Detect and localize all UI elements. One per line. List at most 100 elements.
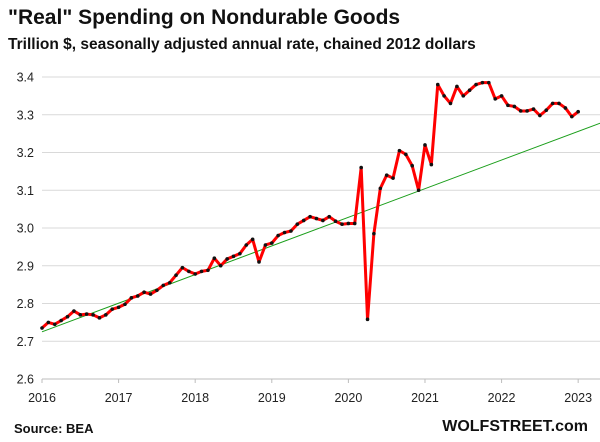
data-point <box>218 263 223 268</box>
data-point <box>512 104 517 109</box>
data-point <box>570 114 574 119</box>
data-point <box>250 237 255 242</box>
x-tick-label: 2017 <box>105 391 133 405</box>
data-point <box>46 320 51 325</box>
chart-subtitle: Trillion $, seasonally adjusted annual r… <box>8 36 476 53</box>
data-point <box>461 94 466 98</box>
y-tick-label: 3.4 <box>17 71 34 85</box>
data-point <box>499 94 504 98</box>
data-point <box>493 97 498 101</box>
data-point <box>282 230 287 235</box>
data-point <box>199 269 204 274</box>
data-point <box>135 294 140 298</box>
brand-label: WOLFSTREET.com <box>442 418 588 435</box>
data-point <box>455 84 459 89</box>
data-point <box>531 107 536 111</box>
y-tick-label: 3.3 <box>17 108 34 122</box>
data-point <box>391 176 395 180</box>
y-tick-label: 2.7 <box>17 335 34 349</box>
data-point <box>333 219 338 224</box>
data-point <box>84 312 89 316</box>
data-point <box>289 229 293 233</box>
data-point <box>435 82 440 87</box>
data-point <box>397 148 402 153</box>
data-point <box>365 317 370 322</box>
data-point <box>104 313 108 317</box>
data-point <box>550 101 555 106</box>
data-point <box>78 313 83 317</box>
data-point <box>308 214 312 219</box>
data-point <box>238 251 242 256</box>
source-label: Source: BEA <box>14 421 94 436</box>
data-point <box>378 186 383 191</box>
data-point <box>116 305 121 310</box>
data-point <box>576 109 580 114</box>
data-point <box>97 316 102 320</box>
x-tick-label: 2016 <box>28 391 56 405</box>
x-tick-label: 2022 <box>488 391 516 405</box>
data-point <box>206 268 210 273</box>
data-point <box>467 88 472 93</box>
data-point <box>263 243 268 247</box>
data-point <box>212 256 217 261</box>
data-point <box>52 322 57 327</box>
data-point <box>557 101 561 106</box>
x-tick-label: 2018 <box>181 391 209 405</box>
data-point <box>448 101 453 106</box>
data-point <box>486 80 491 85</box>
data-point <box>295 222 300 227</box>
data-point <box>410 163 414 168</box>
data-point <box>314 216 319 221</box>
data-point <box>301 218 306 223</box>
data-point <box>123 302 127 307</box>
data-point <box>161 283 166 288</box>
data-point <box>65 314 70 319</box>
data-point <box>525 109 529 113</box>
data-point <box>142 290 146 294</box>
data-point <box>187 269 191 274</box>
data-point <box>321 218 325 223</box>
data-point <box>180 265 185 270</box>
data-point <box>59 318 63 323</box>
data-point <box>155 288 159 293</box>
chart-title: "Real" Spending on Nondurable Goods <box>8 6 401 29</box>
x-tick-label: 2019 <box>258 391 286 405</box>
data-point <box>404 152 408 157</box>
data-point <box>276 233 280 238</box>
data-point <box>416 188 421 193</box>
data-point <box>174 273 178 277</box>
data-point <box>480 80 485 85</box>
data-point <box>327 214 332 219</box>
data-point <box>429 162 434 167</box>
data-point <box>442 94 446 98</box>
data-point <box>225 257 229 261</box>
data-point <box>372 231 376 236</box>
data-point <box>423 143 427 147</box>
x-tick-label: 2020 <box>334 391 362 405</box>
y-tick-label: 2.6 <box>17 373 34 387</box>
y-tick-label: 2.8 <box>17 297 34 311</box>
x-tick-label: 2023 <box>564 391 592 405</box>
data-point <box>167 280 172 285</box>
data-point <box>340 222 344 227</box>
y-tick-label: 3.0 <box>17 222 34 236</box>
data-point <box>91 313 95 317</box>
data-point <box>40 326 44 330</box>
data-point <box>346 221 351 226</box>
y-tick-label: 3.2 <box>17 146 34 160</box>
data-point <box>110 307 115 311</box>
data-point <box>563 106 568 110</box>
y-tick-label: 3.1 <box>17 184 34 198</box>
data-point <box>231 254 236 259</box>
data-point <box>359 165 363 170</box>
trendline <box>41 122 600 333</box>
series-line <box>40 81 580 330</box>
data-point <box>257 260 261 264</box>
data-point <box>474 82 478 87</box>
data-point <box>193 272 197 276</box>
data-point <box>506 103 510 108</box>
data-point <box>269 241 274 245</box>
data-point <box>544 108 549 113</box>
data-point <box>129 296 134 300</box>
